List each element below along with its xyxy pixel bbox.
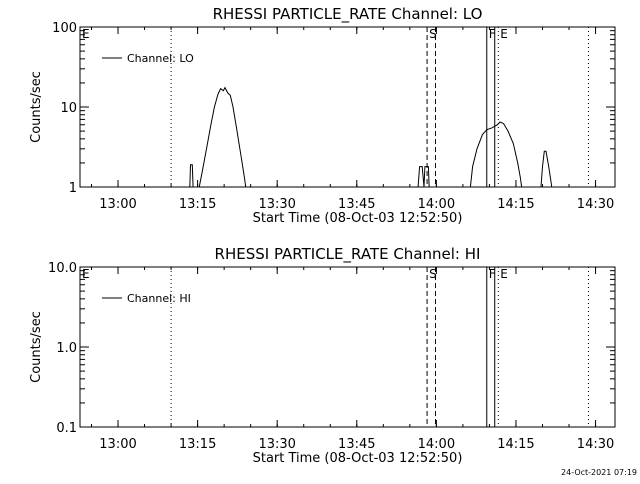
y-tick-label: 1.0	[56, 341, 77, 356]
series-line	[198, 86, 247, 187]
plot-timestamp: 24-Oct-2021 07:19	[561, 468, 637, 477]
y-axis-label: Counts/sec	[29, 71, 44, 143]
y-tick-label: 100	[52, 21, 77, 36]
y-tick-label: 1	[69, 181, 77, 196]
y-axis-label: Counts/sec	[29, 311, 44, 383]
x-tick-label: 14:15	[497, 437, 534, 452]
panel-lo: RHESSI PARTICLE_RATE Channel: LO 13:00 13:…	[29, 5, 616, 226]
marker-label: F	[489, 27, 496, 41]
legend-entry: Channel: LO	[127, 52, 194, 65]
x-axis-label: Start Time (08-Oct-03 12:52:50)	[253, 451, 463, 466]
series-line	[540, 150, 553, 187]
legend-entry: Channel: HI	[127, 292, 191, 305]
marker-label: E	[500, 267, 508, 281]
x-tick-label: 13:45	[338, 437, 375, 452]
marker-label: S	[429, 27, 437, 41]
series-line	[417, 166, 430, 187]
x-tick-label: 13:45	[338, 197, 375, 212]
marker-label: S	[429, 267, 437, 281]
x-axis-label: Start Time (08-Oct-03 12:52:50)	[253, 211, 463, 226]
x-tick-label: 13:15	[179, 197, 216, 212]
x-tick-label: 14:00	[418, 437, 455, 452]
x-tick-label: 13:00	[99, 197, 136, 212]
marker-label: E	[500, 27, 508, 41]
marker-label: E	[82, 267, 90, 281]
x-tick-label: 13:30	[258, 197, 295, 212]
x-tick-label: 13:00	[99, 437, 136, 452]
chart-title: RHESSI PARTICLE_RATE Channel: HI	[215, 245, 481, 264]
series-line	[469, 121, 523, 187]
marker-label: F	[489, 267, 496, 281]
y-tick-label: 10	[60, 101, 77, 116]
x-tick-label: 13:15	[179, 437, 216, 452]
panel-hi: RHESSI PARTICLE_RATE Channel: HI 13:00 13:…	[29, 245, 616, 466]
x-tick-label: 14:30	[577, 197, 614, 212]
x-tick-label: 14:15	[497, 197, 534, 212]
x-tick-label: 14:30	[577, 437, 614, 452]
marker-label: E	[82, 27, 90, 41]
chart-title: RHESSI PARTICLE_RATE Channel: LO	[213, 5, 483, 24]
x-tick-label: 13:30	[258, 437, 295, 452]
y-tick-label: 0.1	[56, 421, 77, 436]
x-tick-label: 14:00	[418, 197, 455, 212]
series-line	[189, 164, 194, 187]
series-group	[189, 86, 553, 187]
y-tick-label: 10.0	[48, 261, 77, 276]
